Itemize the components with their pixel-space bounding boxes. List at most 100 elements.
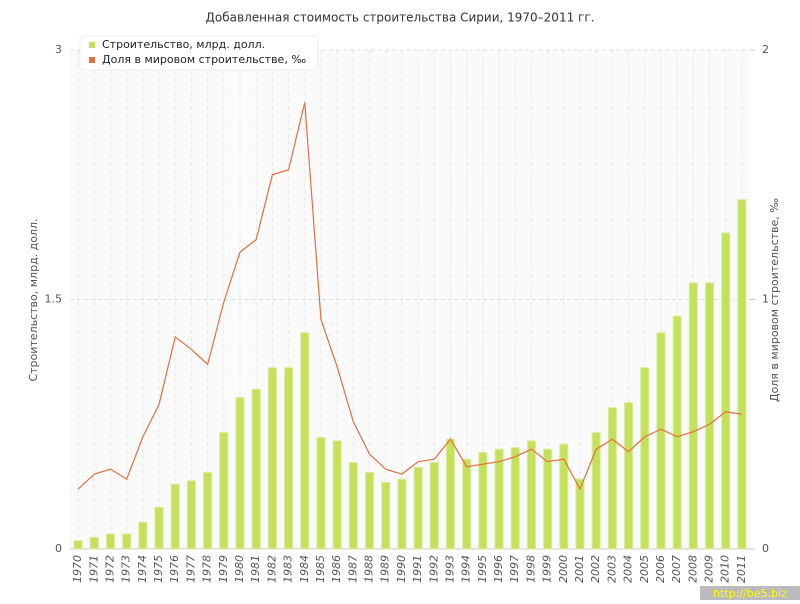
chart-title: Добавленная стоимость строительства Сири… [206,11,595,25]
x-tick-label: 2007 [670,555,683,583]
bar [721,232,731,550]
bar [624,402,634,550]
watermark-bg [700,586,800,600]
x-tick-label: 1990 [395,555,408,583]
y2-tick-label: 0 [762,542,769,555]
bar [235,397,245,550]
x-tick-label: 1993 [443,555,456,583]
x-tick-label: 1992 [427,555,440,583]
bar [284,367,294,550]
y-tick-label: 1.5 [45,293,63,306]
x-tick-label: 1994 [460,555,473,583]
x-tick-label: 1972 [103,555,116,583]
x-tick-label: 1976 [168,555,181,583]
x-tick-label: 2005 [638,555,651,583]
legend-label: Строительство, млрд. долл. [102,38,265,51]
y2-tick-label: 2 [762,43,769,56]
x-tick-label: 1999 [541,555,554,583]
x-tick-label: 1980 [233,555,246,583]
x-tick-label: 2008 [686,555,699,583]
x-tick-label: 1975 [152,555,165,583]
x-tick-label: 1988 [363,555,376,583]
bar [219,432,229,550]
bar [575,478,585,550]
bar [203,471,213,550]
bar [138,521,148,550]
bar [737,199,747,550]
x-tick-label: 1971 [87,555,100,583]
legend-box [79,35,319,71]
x-tick-label: 1974 [136,555,149,583]
x-tick-label: 2006 [654,555,667,583]
x-tick-label: 1998 [524,555,537,583]
x-tick-label: 1986 [330,555,343,583]
x-tick-label: 2010 [719,555,732,583]
bar [154,506,164,550]
x-tick-label: 2001 [573,555,586,583]
bar [332,440,342,550]
y2-tick-label: 1 [762,293,769,306]
bar [364,471,375,550]
legend-label: Доля в мировом строительстве, ‰ [102,53,306,66]
x-tick-label: 1979 [217,555,230,583]
x-tick-label: 1983 [282,555,295,583]
bar [478,452,488,550]
bar [607,407,617,550]
bar [591,432,601,550]
x-tick-label: 1978 [201,555,214,583]
x-tick-label: 2009 [703,555,716,583]
bar [413,466,423,550]
bar [381,481,391,550]
y2-axis-title: Доля в мировом строительстве, ‰ [768,198,781,402]
x-tick-label: 1977 [184,555,197,583]
bar [704,282,715,550]
x-tick-label: 2002 [589,555,602,583]
bar [688,282,698,550]
bar [73,540,83,550]
bar [462,458,472,550]
x-tick-label: 2003 [605,555,618,583]
x-tick-label: 1995 [476,555,489,583]
bar [429,462,439,550]
bar [543,448,553,550]
bar [122,533,132,550]
x-tick-label: 1996 [492,555,505,583]
bar [640,367,650,550]
x-tick-label: 1984 [298,555,311,583]
bar [494,448,504,550]
x-tick-label: 1989 [379,555,392,583]
bar [186,480,196,550]
y-axis-title: Строительство, млрд. долл. [27,218,40,381]
y-tick-label: 0 [55,542,62,555]
x-tick-label: 1973 [120,555,133,583]
bar [656,332,666,550]
bar [316,437,326,550]
bar [105,533,116,550]
y-tick-label: 3 [55,43,62,56]
line [77,102,742,491]
x-tick-label: 1997 [508,555,521,583]
x-tick-label: 1985 [314,555,327,583]
x-tick-label: 1981 [249,555,262,583]
x-tick-label: 1987 [346,555,359,583]
watermark: http://be5.biz [713,587,787,600]
bar [348,462,358,550]
bar [672,315,682,550]
x-tick-label: 1991 [411,555,424,583]
bar [89,536,99,550]
bar [510,447,520,550]
bar [170,483,180,550]
x-tick-label: 1982 [265,555,278,583]
x-tick-label: 2000 [557,555,570,583]
bar [267,367,277,550]
x-tick-label: 1970 [71,555,84,583]
bar [300,332,310,550]
bar [251,388,261,550]
bar [526,440,536,550]
bar [397,478,407,550]
x-tick-label: 2004 [622,555,635,583]
legend-marker [89,42,95,48]
bar [559,443,569,550]
bar [445,438,456,550]
